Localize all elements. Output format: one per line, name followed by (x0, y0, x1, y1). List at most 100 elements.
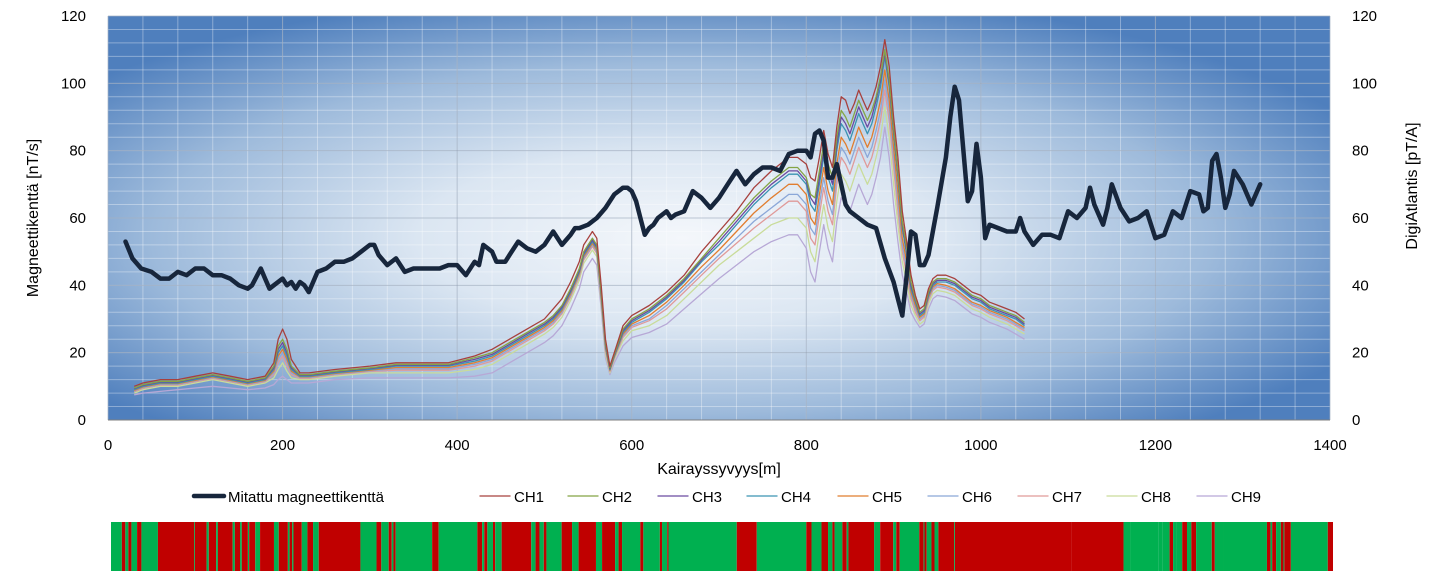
strip-segment (388, 522, 392, 571)
strip-segment (595, 522, 603, 571)
strip-segment (736, 522, 757, 571)
strip-segment (1162, 522, 1170, 571)
strip-segment (438, 522, 478, 571)
y-tick-label-right: 0 (1352, 412, 1360, 429)
legend: Mitattu magneettikenttä CH1 CH2 CH3 CH4 CH5 CH… (191, 489, 1261, 506)
legend-label: CH1 (514, 489, 544, 506)
series-line-ch2 (133, 49, 1025, 389)
strip-segment (157, 522, 194, 571)
strip-segment (313, 522, 319, 571)
strip-segment (432, 522, 439, 571)
strip-segment (842, 522, 847, 571)
strip-segment (247, 522, 250, 571)
y-tick-label-left: 20 (69, 345, 86, 362)
strip-segment (216, 522, 218, 571)
strip-segment (848, 522, 875, 571)
strip-segment (535, 522, 540, 571)
strip-segment (484, 522, 488, 571)
strip-segment (1266, 522, 1271, 571)
strip-segment (278, 522, 288, 571)
y-tick-label-right: 100 (1352, 75, 1377, 92)
strip-segment (896, 522, 900, 571)
strip-segment (1290, 522, 1328, 571)
strip-segment (234, 522, 241, 571)
strip-segment (539, 522, 544, 571)
strip-segment (495, 522, 502, 571)
strip-segment (1214, 522, 1224, 571)
x-tick-label: 400 (445, 437, 470, 454)
strip-segment (1158, 522, 1163, 571)
strip-segment (292, 522, 294, 571)
strip-segment (756, 522, 807, 571)
strip-segment (811, 522, 822, 571)
strip-segment (1191, 522, 1197, 571)
strip-segment (924, 522, 927, 571)
strip-segment (194, 522, 195, 571)
strip-segment (318, 522, 361, 571)
strip-segment (1327, 522, 1333, 571)
strip-segment (301, 522, 308, 571)
x-tick-label: 1000 (964, 437, 997, 454)
strip-segment (360, 522, 377, 571)
strip-segment (260, 522, 274, 571)
strip-segment (578, 522, 596, 571)
x-tick-label: 200 (270, 437, 295, 454)
strip-segment (217, 522, 233, 571)
strip-segment (293, 522, 302, 571)
legend-label: CH2 (602, 489, 632, 506)
strip-segment (125, 522, 129, 571)
legend-label: CH4 (781, 489, 811, 506)
strip-segment (832, 522, 835, 571)
series-line-ch7 (133, 89, 1025, 393)
strip-segment (241, 522, 248, 571)
strip-segment (667, 522, 669, 571)
strip-segment (273, 522, 279, 571)
strip-segment (668, 522, 737, 571)
strip-segment (287, 522, 290, 571)
strip-segment (240, 522, 242, 571)
strip-segment (289, 522, 293, 571)
legend-label: CH7 (1052, 489, 1082, 506)
y-tick-label-left: 0 (78, 412, 86, 429)
series-line-measured (123, 84, 1263, 318)
strip-segment (206, 522, 209, 571)
strip-segment (1176, 522, 1183, 571)
grid-major (107, 15, 1331, 421)
strip-segment (618, 522, 623, 571)
strip-segment (828, 522, 833, 571)
strip-segment (546, 522, 562, 571)
legend-label: CH9 (1231, 489, 1261, 506)
y-tick-label-right: 60 (1352, 210, 1369, 227)
y-tick-label-right: 20 (1352, 345, 1369, 362)
y-tick-labels-right: 0 20 40 60 80 100 120 (1352, 8, 1377, 429)
y-tick-label-right: 120 (1352, 8, 1377, 25)
strip-segment (806, 522, 812, 571)
strip-segment (919, 522, 924, 571)
strip-segment (926, 522, 932, 571)
x-tick-label: 1200 (1139, 437, 1172, 454)
strip-segment (954, 522, 1072, 571)
strip-segment (615, 522, 619, 571)
strip-segment (821, 522, 829, 571)
strip-segment (1280, 522, 1284, 571)
series-line-ch5 (133, 69, 1025, 392)
strip-segment (482, 522, 485, 571)
strip-segment (1130, 522, 1159, 571)
strip-segment (128, 522, 132, 571)
strip-segment (1123, 522, 1131, 571)
strip-segment (622, 522, 641, 571)
y-tick-label-left: 60 (69, 210, 86, 227)
strip-segment (232, 522, 235, 571)
strip-segment (880, 522, 894, 571)
measured-series (123, 84, 1263, 318)
strip-segment (376, 522, 382, 571)
strip-segment (1270, 522, 1273, 571)
legend-label: CH8 (1141, 489, 1171, 506)
y-tick-label-right: 80 (1352, 143, 1369, 160)
strip-segment (934, 522, 939, 571)
strip-segment (141, 522, 158, 571)
strip-segment (1276, 522, 1281, 571)
strip-segment (395, 522, 433, 571)
